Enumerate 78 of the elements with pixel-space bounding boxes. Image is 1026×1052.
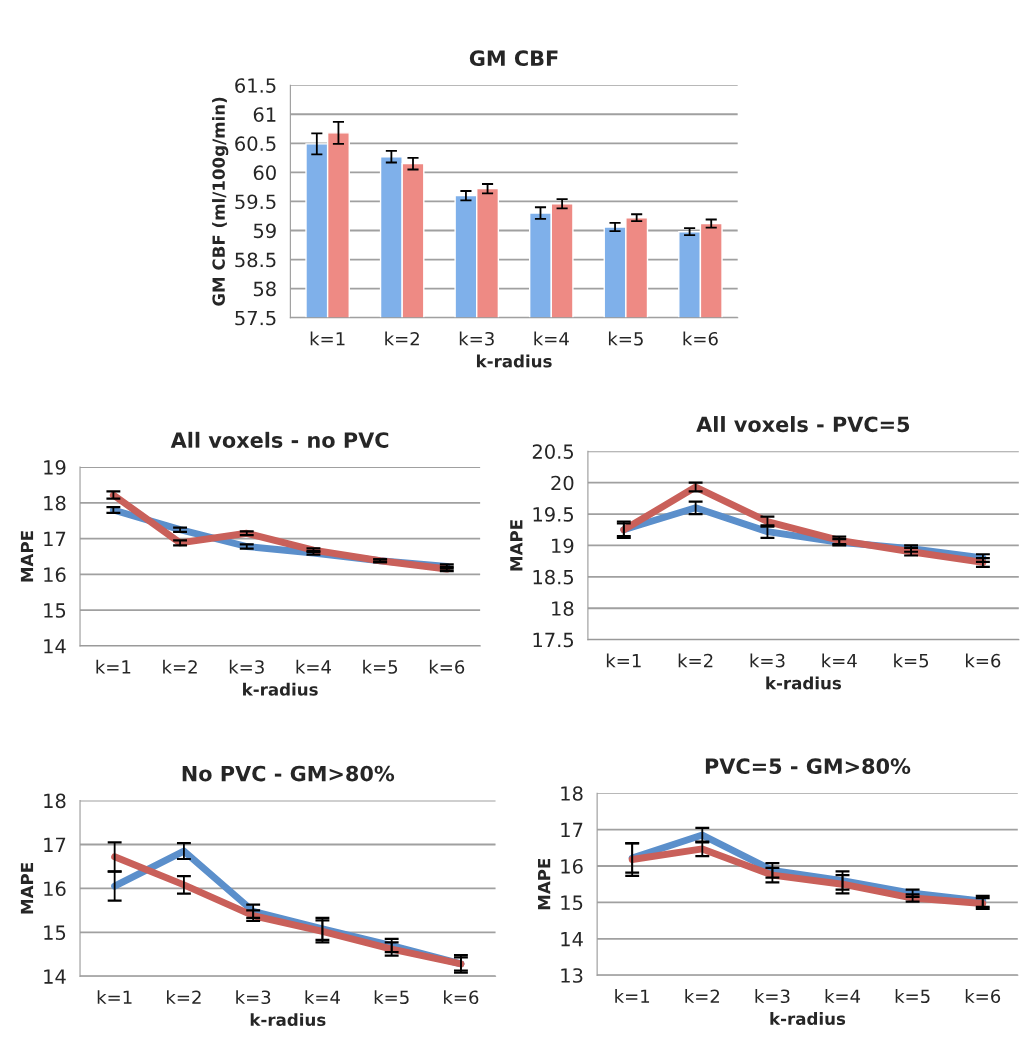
y-tick-label: 17 (44, 837, 66, 852)
y-tick-label: 14 (561, 932, 583, 947)
y-tick-label: 14 (44, 969, 66, 984)
y-tick-label: 58.5 (235, 252, 276, 268)
y-axis-title: MAPE (20, 863, 34, 914)
x-tick-label: k=5 (894, 653, 929, 668)
x-tick-label: k=1 (310, 331, 345, 346)
y-tick-label: 18 (44, 793, 66, 809)
x-tick-label: k=4 (296, 659, 331, 674)
x-tick-label: k=6 (683, 331, 718, 346)
y-axis-title: MAPE (20, 531, 34, 582)
y-tick-label: 17 (561, 822, 583, 837)
chart-title: All voxels - PVC=5 (696, 416, 910, 433)
x-tick-label: k=4 (534, 331, 569, 346)
y-axis-title: MAPE (510, 520, 523, 571)
x-axis-title: k-radius (250, 1013, 326, 1027)
y-tick-label: 20.5 (532, 444, 574, 459)
x-tick-label: k=4 (825, 989, 861, 1003)
x-tick-label: k=3 (755, 989, 790, 1004)
x-axis-title: k-radius (770, 1012, 846, 1026)
x-tick-label: k=6 (429, 659, 465, 674)
y-tick-label: 59.5 (235, 194, 276, 210)
y-tick-label: 18 (561, 786, 583, 801)
y-tick-label: 18 (44, 495, 66, 511)
y-tick-label: 60.5 (235, 136, 276, 151)
chart-title: PVC=5 - GM>80% (705, 758, 911, 775)
y-tick-label: 61.5 (235, 78, 276, 93)
x-tick-label: k=1 (97, 990, 132, 1004)
y-tick-label: 17 (44, 531, 66, 547)
x-tick-label: k=1 (96, 659, 131, 674)
x-tick-label: k=6 (444, 990, 479, 1005)
x-tick-label: k=6 (966, 653, 1001, 668)
x-tick-label: k=3 (236, 990, 271, 1005)
x-tick-label: k=3 (459, 331, 494, 346)
y-tick-label: 19 (552, 538, 574, 554)
x-axis-title: k-radius (766, 676, 842, 690)
y-tick-label: 57.5 (235, 310, 276, 326)
x-tick-label: k=3 (229, 659, 264, 674)
y-tick-label: 15 (561, 895, 583, 911)
x-tick-label: k=2 (678, 653, 713, 668)
x-axis-title: k-radius (243, 682, 318, 696)
y-tick-label: 61 (253, 107, 276, 122)
y-tick-label: 20 (551, 475, 574, 491)
chart-title: No PVC - GM>80% (182, 765, 395, 782)
y-tick-label: 19.5 (533, 507, 574, 522)
y-axis-title: GM CBF (ml/100g/min) (212, 97, 229, 306)
y-tick-label: 15 (44, 603, 66, 618)
x-tick-label: k=2 (163, 659, 197, 674)
x-tick-label: k=5 (608, 331, 643, 346)
y-tick-label: 16 (44, 881, 66, 897)
x-tick-label: k=5 (363, 659, 398, 674)
y-tick-label: 13 (561, 968, 583, 983)
x-tick-label: k=4 (305, 990, 340, 1004)
y-tick-label: 18 (552, 601, 574, 616)
y-tick-label: 18.5 (533, 569, 574, 585)
y-tick-label: 19 (44, 460, 66, 475)
x-tick-label: k=4 (822, 653, 857, 668)
chart-title: GM CBF (469, 50, 558, 67)
chart-title: All voxels - no PVC (170, 431, 389, 448)
y-tick-label: 59 (253, 223, 276, 239)
y-tick-label: 17.5 (533, 632, 574, 648)
y-tick-label: 60 (253, 165, 276, 181)
x-tick-label: k=2 (685, 989, 720, 1003)
x-tick-label: k=2 (385, 331, 419, 346)
y-tick-label: 58 (253, 281, 276, 297)
y-tick-label: 14 (44, 639, 66, 654)
x-tick-label: k=2 (167, 990, 201, 1004)
x-axis-title: k-radius (476, 354, 552, 368)
x-tick-label: k=5 (895, 989, 930, 1004)
y-tick-label: 16 (44, 567, 66, 583)
x-tick-label: k=1 (615, 989, 650, 1003)
x-tick-label: k=1 (606, 653, 641, 668)
x-tick-label: k=6 (965, 989, 1001, 1004)
x-tick-label: k=5 (374, 990, 409, 1005)
x-tick-label: k=3 (750, 653, 785, 668)
y-tick-label: 15 (44, 925, 66, 940)
y-tick-label: 16 (561, 858, 583, 874)
y-axis-title: MAPE (538, 858, 551, 910)
